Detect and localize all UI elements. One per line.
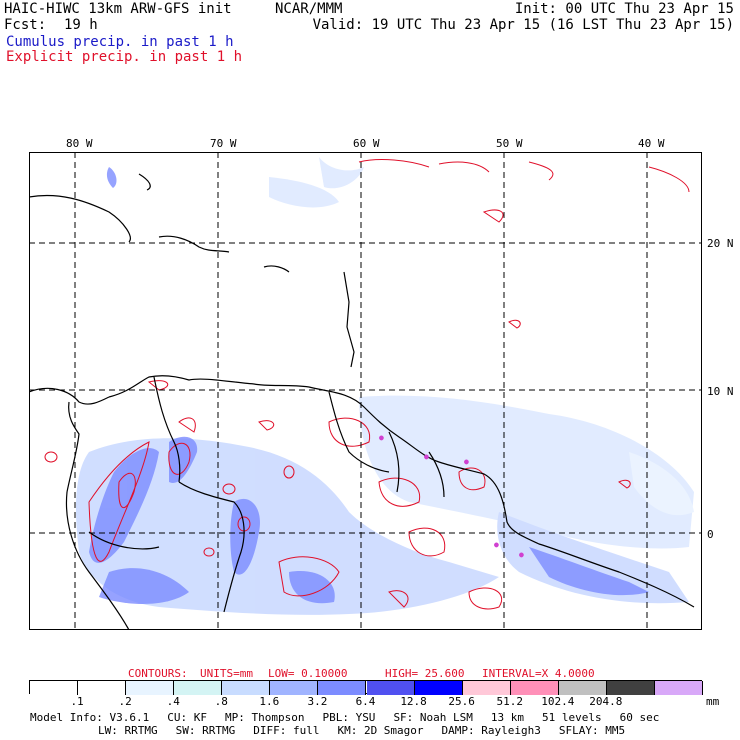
lat-label-eq: 0 [707,528,714,541]
model-info-item: CU: KF [167,711,207,724]
colorbar [29,680,703,695]
colorbar-unit: mm [706,695,720,708]
colorbar-segment [174,681,223,695]
model-info-item: 51 levels [542,711,602,724]
station-marker: ● [379,433,384,442]
lon-label-60w: 60 W [353,137,380,150]
colorbar-segment [654,681,703,695]
colorbar-segment [558,681,607,695]
contours-low: LOW= 0.10000 [268,667,348,680]
colorbar-tick-label: .4 [166,695,180,708]
lon-label-80w: 80 W [66,137,93,150]
colorbar-tick-label: .2 [118,695,132,708]
lon-label-50w: 50 W [496,137,523,150]
station-marker: ● [494,540,499,549]
grid-lines [29,152,702,630]
colorbar-tick-label: 12.8 [400,695,427,708]
colorbar-segment [606,681,655,695]
colorbar-segment [78,681,127,695]
contours-interval: INTERVAL=X 4.0000 [482,667,595,680]
model-info-item: KM: 2D Smagor [337,724,424,737]
cumulus-precip-areas [76,157,694,615]
model-info-item: MP: Thompson [224,711,305,724]
colorbar-segment [462,681,511,695]
colorbar-tick-label: .8 [214,695,228,708]
valid-time: Valid: 19 UTC Thu 23 Apr 15 (16 LST Thu … [312,17,734,33]
colorbar-segment [510,681,559,695]
forecast-label: Fcst: [4,17,47,33]
colorbar-tick-label: 102.4 [541,695,575,708]
model-info-item: DAMP: Rayleigh3 [441,724,541,737]
model-title: HAIC-HIWC 13km ARW-GFS init [4,1,232,17]
model-info-line2: LW: RRTMG SW: RRTMG DIFF: full KM: 2D Smago… [98,724,643,737]
colorbar-tick-label: 6.4 [355,695,376,708]
model-info-item: 13 km [490,711,525,724]
lon-label-70w: 70 W [210,137,237,150]
colorbar-segment [126,681,175,695]
coastlines [29,173,695,630]
colorbar-tick-label: .1 [70,695,84,708]
contours-label: CONTOURS: [128,667,188,680]
station-marker: ● [464,457,469,466]
colorbar-segment [222,681,271,695]
model-info-item: PBL: YSU [322,711,376,724]
precip-map: ● ● ● ● ● [29,152,702,630]
init-time: Init: 00 UTC Thu 23 Apr 15 [514,1,734,17]
model-info-item: SFLAY: MM5 [558,724,626,737]
station-labels: ● ● ● ● ● [379,433,524,559]
cumulus-legend: Cumulus precip. in past 1 h [6,34,234,50]
lat-label-20n: 20 N [707,237,734,250]
model-info-item: DIFF: full [253,724,320,737]
colorbar-tick-label: 51.2 [496,695,523,708]
colorbar-segment [366,681,415,695]
station-marker: ● [424,452,429,461]
model-info-item: 60 sec [619,711,660,724]
colorbar-tick-label: 3.2 [307,695,328,708]
explicit-precip-contours [44,159,690,610]
agency-label: NCAR/MMM [275,1,343,17]
colorbar-tick-label: 25.6 [448,695,475,708]
contours-high: HIGH= 25.600 [385,667,465,680]
colorbar-segment [270,681,319,695]
colorbar-tick-label: 204.8 [589,695,623,708]
lon-label-40w: 40 W [638,137,665,150]
colorbar-segment [414,681,463,695]
model-info-line1: Model Info: V3.6.1 CU: KF MP: Thompson PBL:… [30,711,677,724]
model-info-item: SF: Noah LSM [393,711,473,724]
contours-units: UNITS=mm [200,667,253,680]
model-info-item: SW: RRTMG [175,724,236,737]
forecast-hour: 19 h [64,17,98,33]
colorbar-segment [318,681,367,695]
colorbar-segment [30,681,79,695]
model-info-item: Model Info: V3.6.1 [30,711,150,724]
lat-label-10n: 10 N [707,385,734,398]
explicit-legend: Explicit precip. in past 1 h [6,49,243,65]
station-marker: ● [519,550,524,559]
model-info-item: LW: RRTMG [98,724,158,737]
colorbar-tick-label: 1.6 [259,695,280,708]
